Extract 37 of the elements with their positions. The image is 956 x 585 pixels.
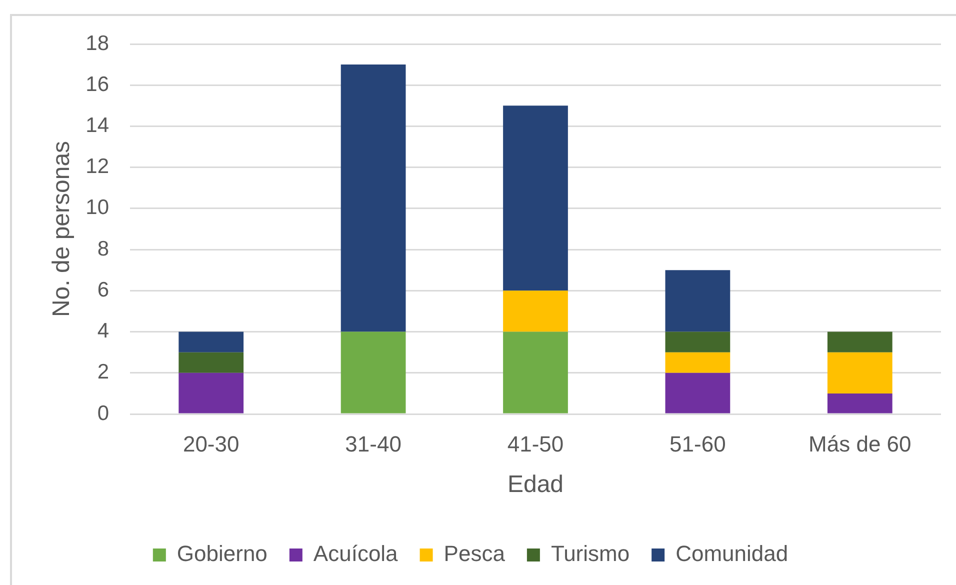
bar (178, 372, 244, 414)
legend-label: Gobierno (176, 541, 268, 566)
y-tick-label: 12 (86, 155, 109, 178)
y-axis-title: No. de personas (48, 140, 76, 318)
y-tick-label: 18 (86, 32, 109, 55)
y-tick-label: 8 (97, 237, 109, 260)
bar (665, 270, 730, 332)
bar (178, 352, 244, 373)
legend-label: Acuícola (313, 541, 399, 566)
y-tick-label: 16 (86, 72, 109, 96)
bar (340, 332, 406, 414)
y-tick-label: 10 (86, 196, 109, 220)
bar (827, 352, 892, 394)
x-tick-label: 41-50 (507, 431, 564, 456)
bar (503, 106, 568, 291)
y-tick-label: 2 (97, 360, 109, 384)
y-tick-label: 4 (97, 320, 110, 343)
legend-label: Pesca (444, 541, 506, 566)
y-tick-label: 0 (97, 402, 109, 425)
bar (503, 332, 568, 414)
x-tick-label: 20-30 (182, 431, 240, 456)
y-tick-label: 14 (86, 114, 110, 138)
bar (503, 290, 568, 332)
bar (665, 332, 730, 352)
bar (665, 372, 730, 414)
legend-label: Turismo (550, 541, 630, 566)
y-tick-label: 6 (97, 278, 109, 302)
x-tick-label: 31-40 (345, 431, 402, 456)
bar (665, 352, 730, 373)
x-tick-label: Más de 60 (808, 431, 912, 456)
bar (340, 64, 406, 332)
legend-label: Comunidad (676, 541, 788, 566)
bar (178, 332, 244, 352)
bar (827, 393, 892, 414)
bar (827, 332, 892, 352)
x-tick-label: 51-60 (670, 431, 726, 456)
x-axis-title: Edad (507, 471, 564, 498)
